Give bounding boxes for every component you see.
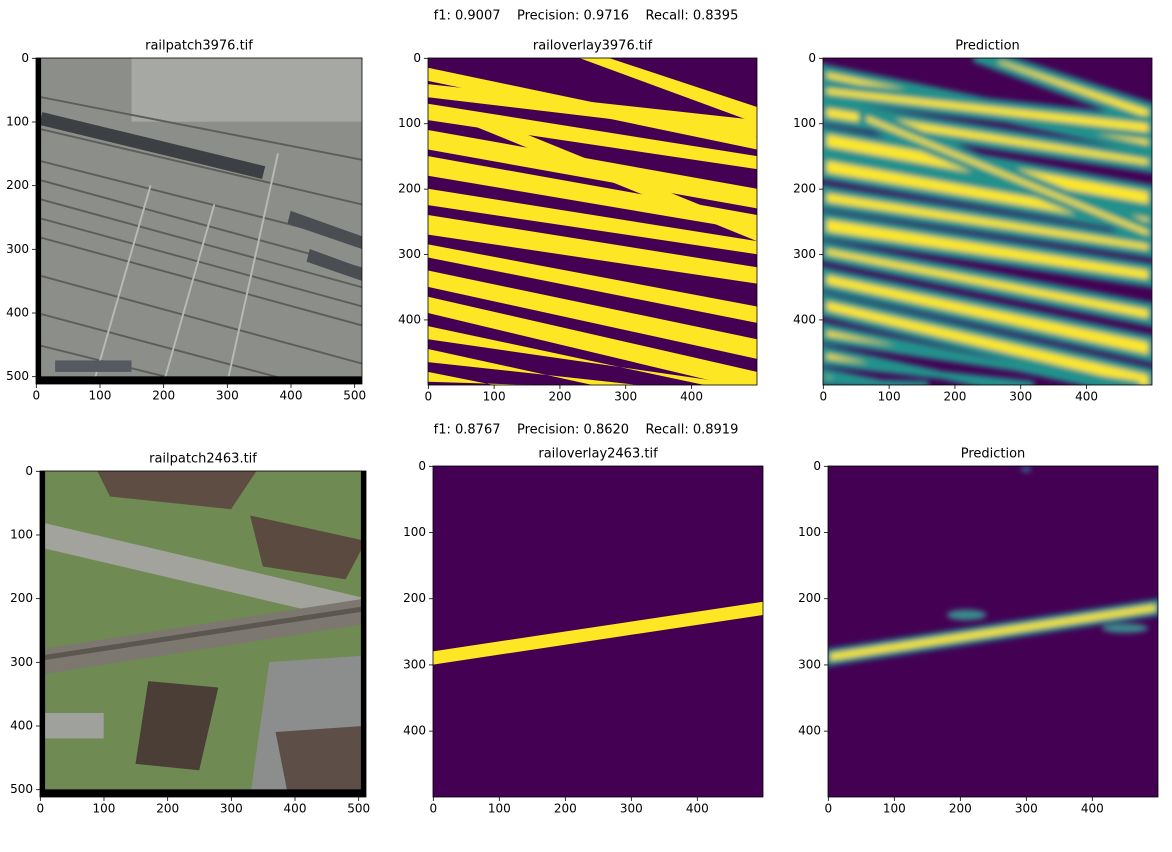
x-tick-label: 200: [949, 802, 972, 816]
x-tick-label: 100: [883, 802, 906, 816]
y-tick-label: 500: [6, 369, 29, 383]
x-tick-label: 300: [620, 802, 643, 816]
x-tick-label: 100: [483, 390, 506, 404]
panel-title: railpatch2463.tif: [149, 452, 257, 467]
y-tick-label: 300: [403, 657, 426, 671]
y-tick-label: 300: [798, 657, 821, 671]
y-tick-label: 0: [413, 51, 421, 65]
y-tick-label: 100: [10, 527, 33, 541]
y-tick-label: 300: [398, 247, 421, 261]
axes-frame: [432, 465, 764, 798]
panel-title: Prediction: [955, 39, 1020, 54]
image-prediction: [823, 58, 1152, 385]
panel-title: railpatch3976.tif: [145, 39, 253, 54]
y-tick-label: 400: [6, 306, 29, 320]
x-tick-label: 200: [548, 390, 571, 404]
panel-title: Prediction: [961, 447, 1026, 462]
axes-frame: [822, 57, 1153, 386]
suptitle: f1: 0.8767 Precision: 0.8620 Recall: 0.8…: [434, 423, 739, 438]
x-tick-label: 500: [347, 802, 370, 816]
y-tick-label: 100: [398, 116, 421, 130]
axes-frame: [35, 57, 363, 385]
panel-title: railoverlay2463.tif: [538, 447, 658, 462]
y-tick-label: 500: [10, 782, 33, 796]
image-prediction: [828, 466, 1158, 797]
y-tick-label: 300: [6, 242, 29, 256]
y-tick-label: 100: [6, 114, 29, 128]
y-tick-label: 0: [808, 51, 816, 65]
y-tick-label: 200: [10, 591, 33, 605]
y-tick-label: 100: [403, 525, 426, 539]
y-tick-label: 400: [798, 724, 821, 738]
y-tick-label: 0: [25, 464, 33, 478]
y-tick-label: 0: [813, 459, 821, 473]
y-tick-label: 400: [10, 719, 33, 733]
y-tick-label: 0: [418, 459, 426, 473]
x-tick-label: 100: [89, 389, 112, 403]
y-tick-label: 200: [798, 591, 821, 605]
y-tick-label: 200: [398, 182, 421, 196]
x-tick-label: 400: [1075, 390, 1098, 404]
x-tick-label: 300: [1015, 802, 1038, 816]
axes-frame: [827, 465, 1159, 798]
y-tick-label: 200: [403, 591, 426, 605]
y-tick-label: 200: [793, 182, 816, 196]
x-tick-label: 200: [156, 802, 179, 816]
x-tick-label: 400: [680, 390, 703, 404]
x-tick-label: 400: [686, 802, 709, 816]
y-tick-label: 400: [398, 312, 421, 326]
y-tick-label: 300: [10, 655, 33, 669]
x-tick-label: 0: [32, 389, 40, 403]
y-tick-label: 300: [793, 247, 816, 261]
x-tick-label: 400: [1081, 802, 1104, 816]
x-tick-label: 0: [36, 802, 44, 816]
x-tick-label: 0: [825, 802, 833, 816]
panel-title: railoverlay3976.tif: [533, 39, 653, 54]
y-tick-label: 400: [403, 724, 426, 738]
y-tick-label: 400: [793, 312, 816, 326]
x-tick-label: 200: [554, 802, 577, 816]
image-overlay: [428, 58, 757, 385]
x-tick-label: 100: [878, 390, 901, 404]
axes-frame: [427, 57, 758, 386]
x-tick-label: 0: [425, 390, 433, 404]
x-tick-label: 400: [284, 802, 307, 816]
y-tick-label: 100: [798, 525, 821, 539]
x-tick-label: 100: [93, 802, 116, 816]
x-tick-label: 300: [1009, 390, 1032, 404]
image-photo: [40, 471, 366, 797]
y-tick-label: 100: [793, 116, 816, 130]
image-photo: [36, 58, 362, 384]
x-tick-label: 300: [220, 802, 243, 816]
y-tick-label: 200: [6, 178, 29, 192]
y-tick-label: 0: [21, 51, 29, 65]
x-tick-label: 300: [216, 389, 239, 403]
x-tick-label: 300: [614, 390, 637, 404]
image-overlay: [433, 466, 763, 797]
suptitle: f1: 0.9007 Precision: 0.9716 Recall: 0.8…: [434, 9, 739, 24]
x-tick-label: 0: [430, 802, 438, 816]
x-tick-label: 200: [943, 390, 966, 404]
x-tick-label: 200: [152, 389, 175, 403]
x-tick-label: 400: [280, 389, 303, 403]
x-tick-label: 500: [343, 389, 366, 403]
x-tick-label: 0: [820, 390, 828, 404]
axes-frame: [39, 470, 367, 798]
x-tick-label: 100: [488, 802, 511, 816]
